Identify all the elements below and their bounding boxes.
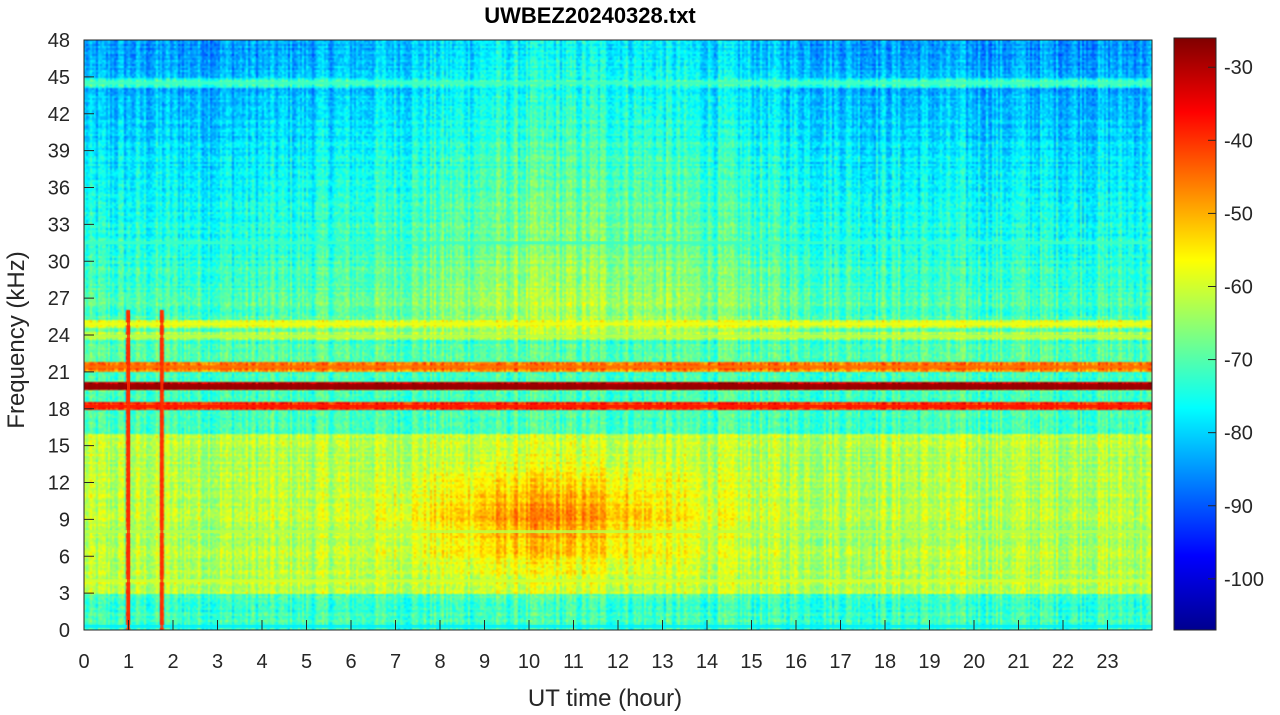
narrowband-line (84, 404, 1152, 408)
x-tick-label: 21 (1007, 651, 1029, 673)
y-tick-label: 45 (48, 67, 70, 89)
x-tick-label: 23 (1096, 651, 1118, 673)
colorbar-ticks: -30 -40 -50 -60 -70 -80 -90 -100 (1208, 57, 1264, 591)
x-tick-label: 19 (918, 651, 940, 673)
y-tick-label: 3 (59, 583, 70, 605)
x-axis-label: UT time (hour) (528, 685, 682, 712)
y-tick-label: 48 (48, 30, 70, 52)
narrowband-line (84, 241, 1152, 245)
colorbar-tick-label: -50 (1224, 203, 1253, 225)
y-tick-label: 24 (48, 325, 70, 347)
colorbar-tick-label: -30 (1224, 57, 1253, 79)
colorbar-tick-label: -40 (1224, 130, 1253, 152)
x-tick-label: 2 (167, 651, 178, 673)
y-tick-label: 0 (59, 620, 70, 642)
y-tick-label: 6 (59, 546, 70, 568)
x-tick-label: 3 (212, 651, 223, 673)
plot-area (84, 40, 1152, 630)
y-tick-label: 15 (48, 436, 70, 458)
colorbar-tick-label: -70 (1224, 350, 1253, 372)
y-tick-label: 42 (48, 104, 70, 126)
colorbar (1173, 37, 1217, 631)
colorbar-tick-label: -80 (1224, 423, 1253, 445)
y-tick-label: 27 (48, 288, 70, 310)
x-tick-label: 1 (123, 651, 134, 673)
x-tick-label: 17 (829, 651, 851, 673)
narrowband-line (84, 384, 1152, 390)
colorbar-tick-label: -100 (1224, 569, 1264, 591)
y-tick-label: 36 (48, 178, 70, 200)
x-tick-label: 9 (479, 651, 490, 673)
narrowband-line (84, 334, 1152, 338)
y-axis-label: Frequency (kHz) (3, 251, 30, 428)
x-tick-label: 18 (874, 651, 896, 673)
impulse-mark (160, 310, 164, 630)
x-tick-label: 12 (607, 651, 629, 673)
x-tick-label: 4 (256, 651, 267, 673)
y-tick-label: 30 (48, 251, 70, 273)
x-tick-label: 0 (78, 651, 89, 673)
y-tick-label: 9 (59, 509, 70, 531)
colorbar-tick-label: -60 (1224, 276, 1253, 298)
narrowband-line (84, 322, 1152, 326)
y-tick-label: 12 (48, 473, 70, 495)
x-tick-label: 11 (563, 651, 584, 673)
narrowband-line (84, 579, 1152, 583)
narrowband-line (84, 81, 1152, 85)
y-tick-label: 18 (48, 399, 70, 421)
x-tick-label: 7 (390, 651, 401, 673)
x-tick-label: 22 (1052, 651, 1074, 673)
narrowband-line (84, 530, 1152, 534)
x-tick-label: 14 (696, 651, 718, 673)
x-tick-label: 16 (785, 651, 807, 673)
x-tick-label: 20 (963, 651, 985, 673)
y-tick-label: 33 (48, 214, 70, 236)
x-tick-label: 15 (740, 651, 762, 673)
x-tick-label: 13 (651, 651, 673, 673)
y-tick-label: 39 (48, 141, 70, 163)
narrowband-line (84, 365, 1152, 369)
x-axis: 0 1 2 3 4 5 6 7 8 9 10 11 12 13 14 15 16 17 18 19 20 21 22 23 (78, 620, 1119, 673)
chart-title: UWBEZ20240328.txt (484, 3, 696, 28)
impulse-mark (127, 310, 130, 630)
x-tick-label: 5 (301, 651, 312, 673)
colorbar-tick-label: -90 (1224, 496, 1253, 518)
x-tick-label: 6 (345, 651, 356, 673)
x-tick-label: 10 (518, 651, 540, 673)
y-tick-label: 21 (48, 362, 70, 384)
x-tick-label: 8 (434, 651, 445, 673)
